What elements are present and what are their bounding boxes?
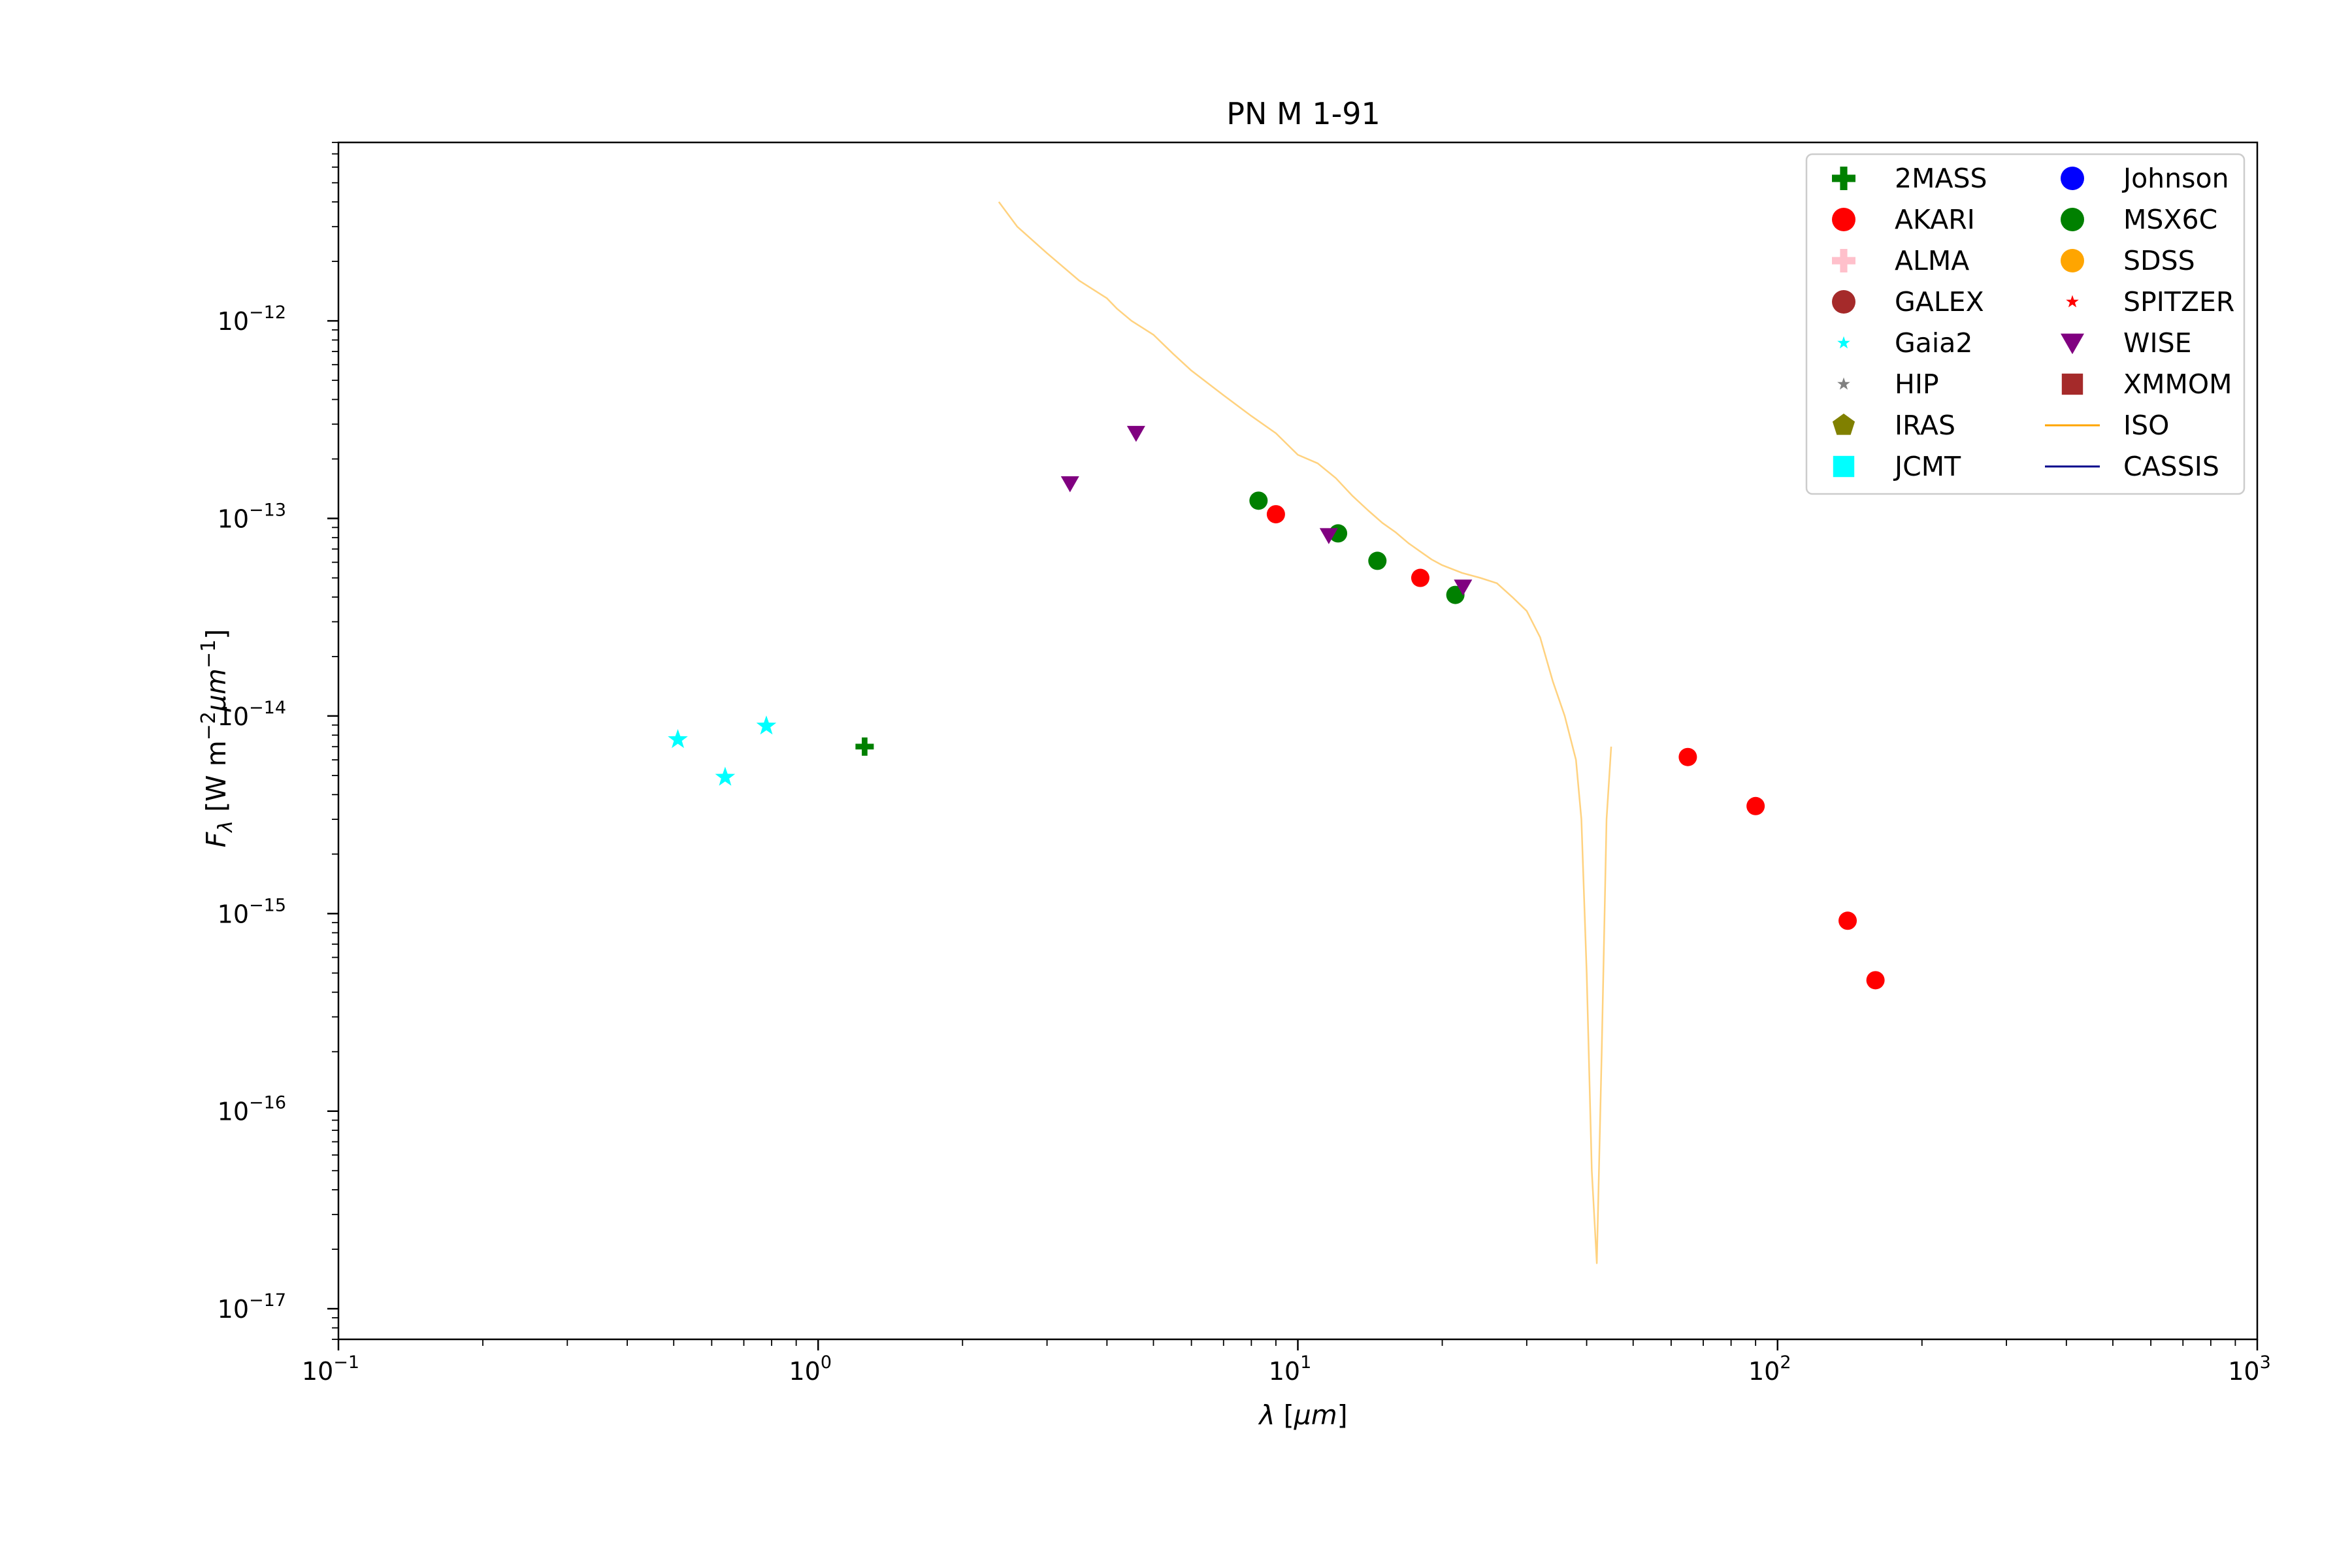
series-line-iso xyxy=(998,201,1612,1264)
legend-handle-2mass xyxy=(1832,167,1855,191)
legend-label: GALEX xyxy=(1895,286,1984,318)
legend-label: JCMT xyxy=(1893,451,1961,482)
point-wise xyxy=(1126,425,1145,442)
legend-label: AKARI xyxy=(1895,204,1975,235)
point-gaia2 xyxy=(756,715,777,735)
x-tick-label: 103 xyxy=(2228,1352,2271,1386)
legend: 2MASS AKARI ALMA GALEX Gaia2 HIP IRAS JCMT Johns… xyxy=(1805,153,2246,495)
legend-label: MSX6C xyxy=(2123,204,2217,235)
point-akari xyxy=(1866,971,1885,990)
legend-handle-iras xyxy=(1832,414,1855,435)
legend-handle-sdss xyxy=(2061,249,2084,272)
y-axis-ticks: 10−17 10−16 10−15 10−14 10−13 10−12 xyxy=(218,142,338,1340)
legend-handle-jcmt xyxy=(1833,455,1855,478)
x-axis-ticks: 10−1 100 101 102 103 xyxy=(302,1339,2271,1386)
legend-handle-xmmom xyxy=(2061,373,2083,395)
point-wise xyxy=(1060,476,1079,493)
legend-handle-gaia2 xyxy=(1837,336,1850,349)
legend-label: 2MASS xyxy=(1895,163,1987,194)
point-msx6c xyxy=(1368,551,1387,570)
legend-handle-akari xyxy=(1832,208,1855,231)
legend-handle-johnson xyxy=(2061,167,2084,190)
point-2mass xyxy=(855,737,874,756)
legend-label: HIP xyxy=(1895,368,1939,400)
x-axis-label: λ [μm] xyxy=(1258,1399,1347,1431)
point-msx6c xyxy=(1249,491,1268,510)
y-tick-label: 10−14 xyxy=(218,698,286,731)
point-akari xyxy=(1838,911,1857,930)
x-tick-label: 102 xyxy=(1748,1352,1791,1386)
legend-label: WISE xyxy=(2123,327,2192,359)
point-gaia2 xyxy=(715,766,736,786)
legend-label: SPITZER xyxy=(2123,286,2234,318)
point-akari xyxy=(1746,796,1765,815)
legend-handle-wise xyxy=(2061,333,2084,355)
point-gaia2 xyxy=(668,728,688,748)
x-tick-label: 101 xyxy=(1269,1352,1312,1386)
legend-handle-alma xyxy=(1832,249,1855,273)
legend-label: XMMOM xyxy=(2123,368,2232,400)
y-axis-label: Fλ [W m−2μm−1] xyxy=(197,629,237,847)
y-tick-label: 10−16 xyxy=(218,1093,286,1126)
plot-area-frame xyxy=(337,141,2259,1341)
point-wise xyxy=(1454,580,1473,596)
x-tick-label: 100 xyxy=(789,1352,832,1386)
legend-handle-hip xyxy=(1837,377,1850,390)
legend-label: ALMA xyxy=(1895,245,1969,276)
legend-label: Johnson xyxy=(2121,163,2229,194)
x-tick-label: 10−1 xyxy=(302,1352,359,1386)
legend-label: Gaia2 xyxy=(1895,327,1973,359)
legend-label: CASSIS xyxy=(2123,451,2219,482)
chart-title: PN M 1-91 xyxy=(1226,96,1380,131)
legend-label: IRAS xyxy=(1895,410,1955,441)
point-msx6c xyxy=(1446,585,1465,604)
y-tick-label: 10−12 xyxy=(218,302,286,336)
point-akari xyxy=(1266,505,1285,524)
point-akari xyxy=(1411,568,1429,587)
legend-label: ISO xyxy=(2123,410,2169,441)
legend-handle-galex xyxy=(1832,290,1855,314)
point-akari xyxy=(1678,747,1697,766)
legend-handle-spitzer xyxy=(2066,295,2079,308)
data-layer xyxy=(668,201,1885,1264)
legend-label: SDSS xyxy=(2123,245,2195,276)
y-tick-label: 10−15 xyxy=(218,895,286,928)
y-tick-label: 10−13 xyxy=(218,500,286,534)
legend-box xyxy=(1805,153,2246,495)
point-wise xyxy=(1319,528,1338,544)
y-tick-label: 10−17 xyxy=(218,1290,286,1324)
legend-handle-msx6c xyxy=(2061,208,2084,231)
